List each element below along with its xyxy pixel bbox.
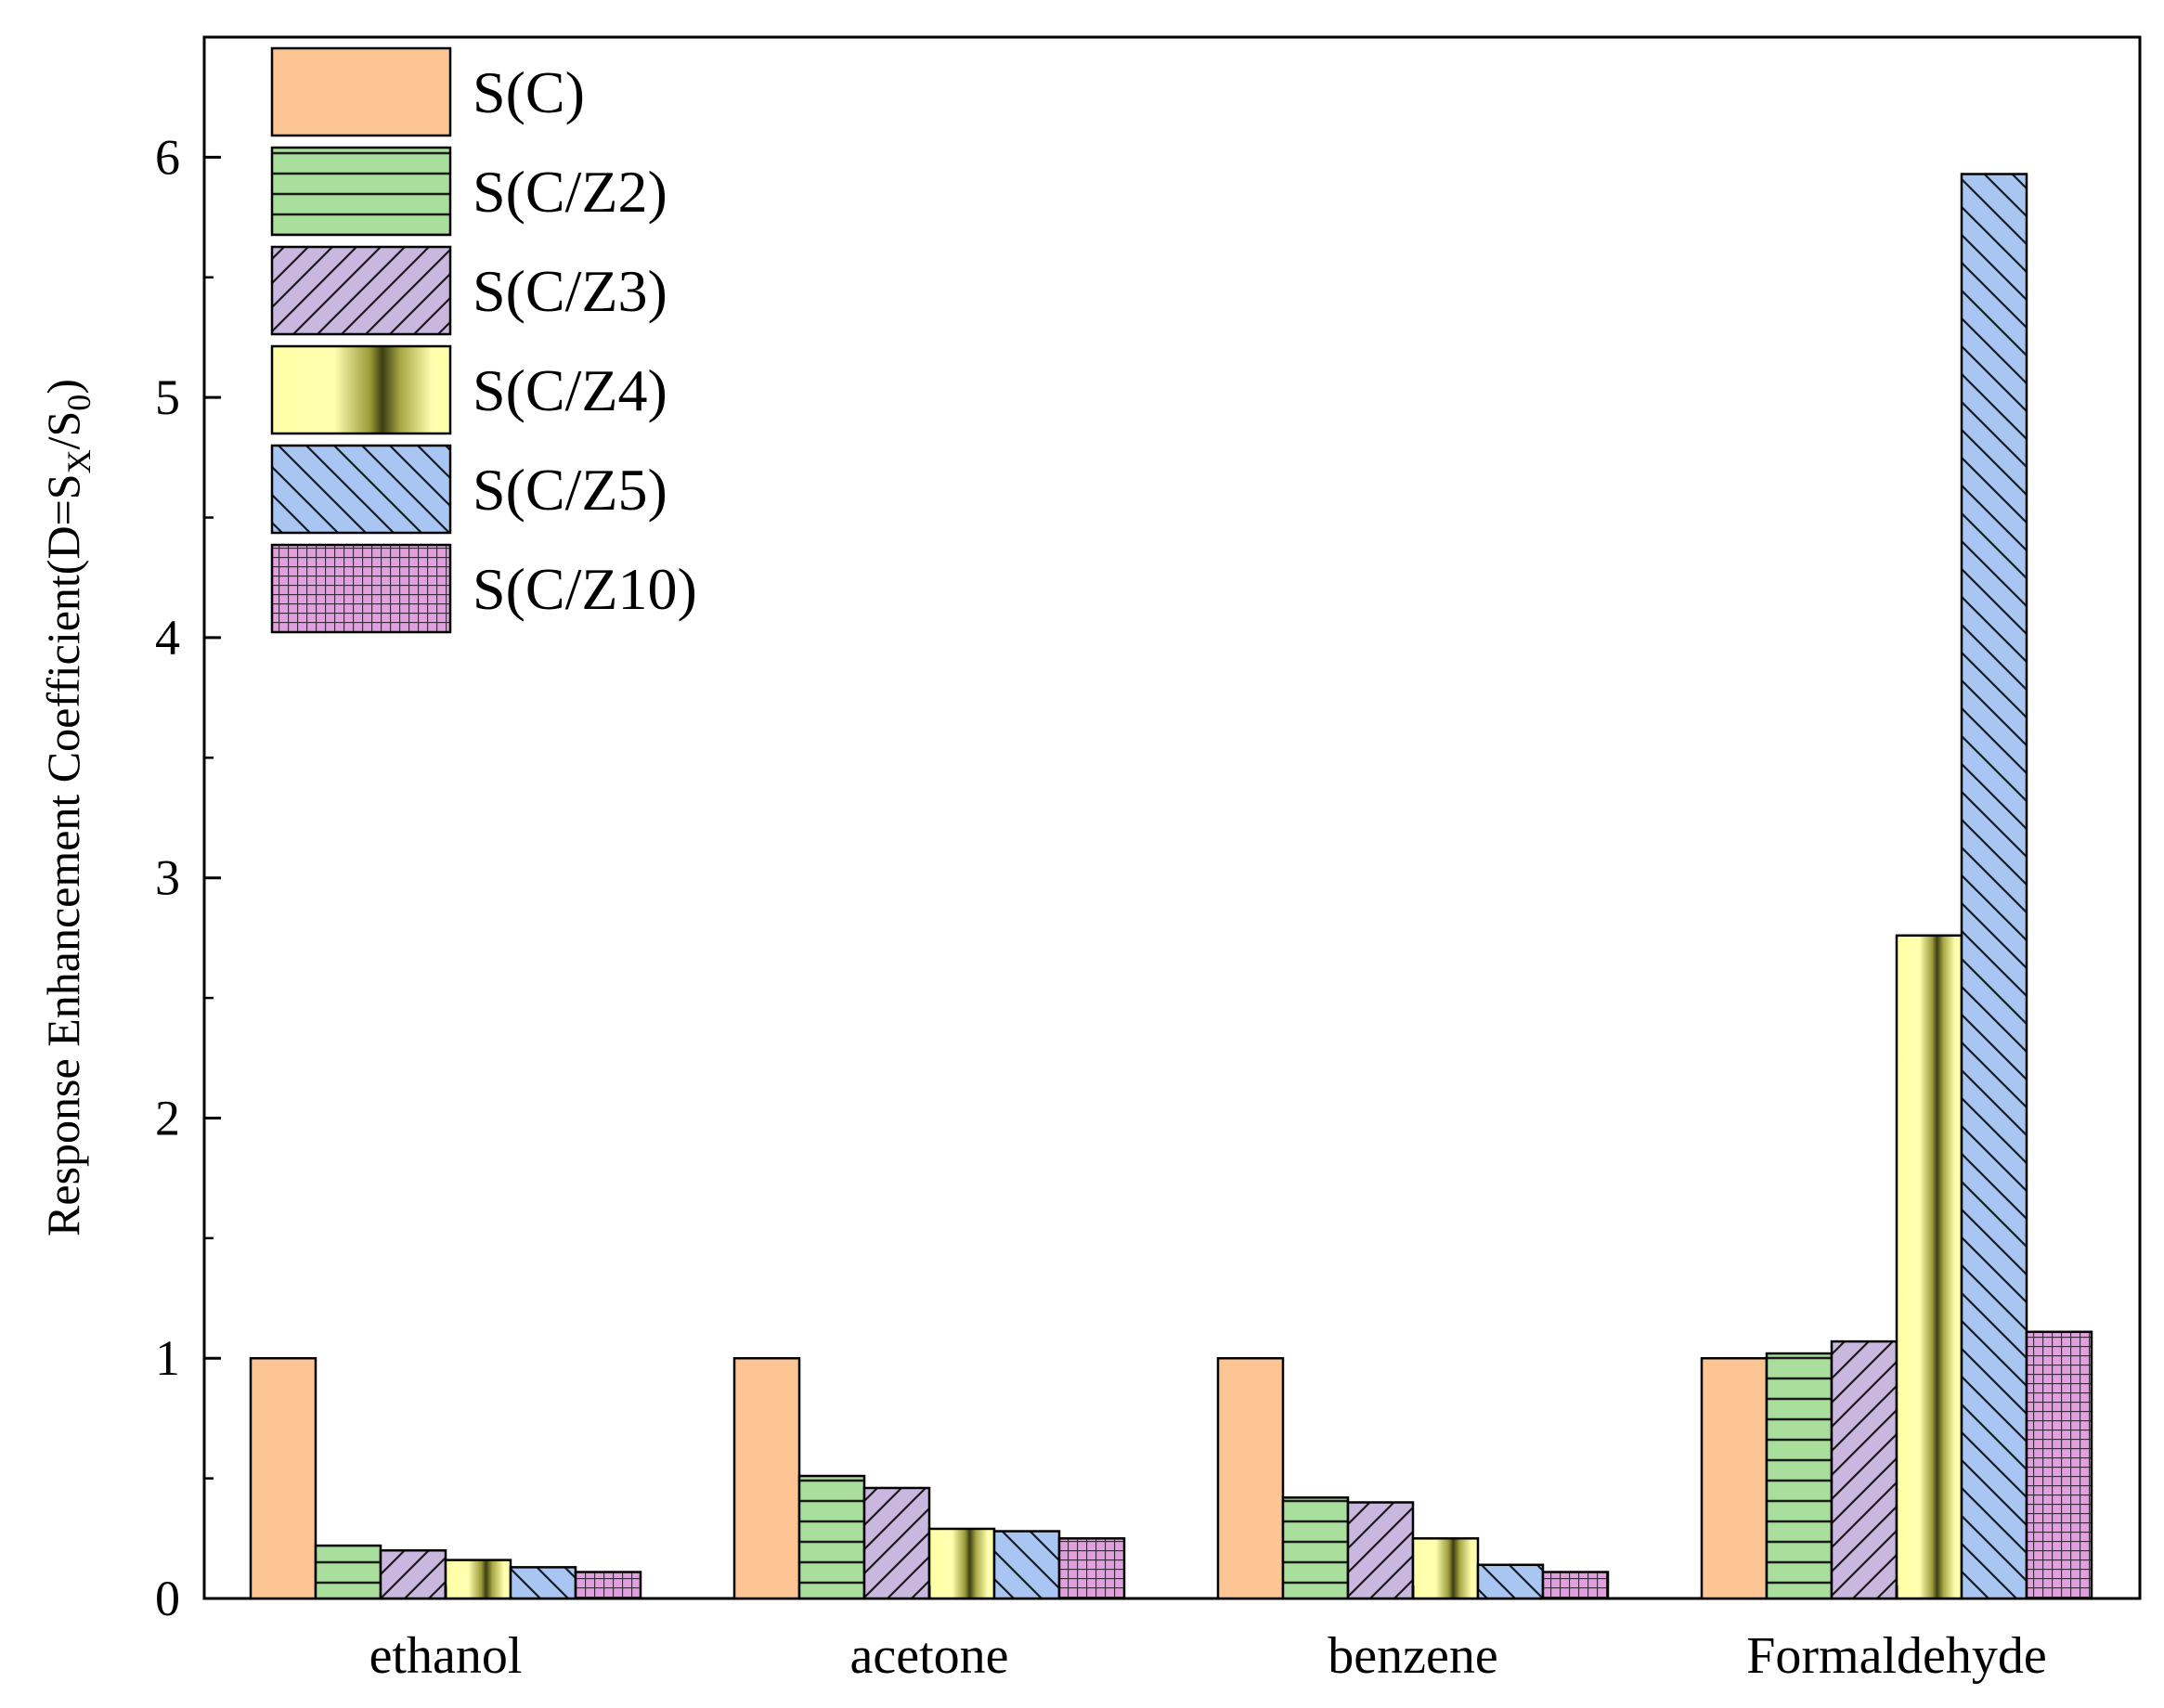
bar-acetone-sc [732, 1356, 801, 1600]
y-axis-title-main: Response Enhancement Coefficient(D=S [37, 473, 89, 1236]
plot-frame [202, 35, 2142, 1600]
bar-formaldehyde-sc [1700, 1356, 1769, 1600]
y-axis-title-sub-0: 0 [60, 395, 97, 411]
bar-formaldehyde-scz10 [2025, 1330, 2093, 1600]
x-tick-label-benzene: benzene [1328, 1627, 1497, 1685]
x-axis: ethanol acetone benzene Formaldehyde [369, 1585, 2047, 1685]
legend-label-sc: S(C) [473, 59, 585, 125]
bar-acetone-scz3 [862, 1486, 931, 1600]
legend-swatch-scz3 [270, 245, 452, 336]
bar-formaldehyde-scz4 [1895, 934, 1963, 1600]
bar-acetone-scz10 [1057, 1537, 1126, 1600]
bar-ethanol-scz4 [444, 1559, 512, 1600]
legend-swatch-scz5 [270, 444, 452, 535]
legend-label-scz4: S(C/Z4) [473, 357, 667, 423]
legend-label-scz3: S(C/Z3) [473, 258, 667, 324]
legend-swatch-sc [270, 46, 452, 137]
bar-formaldehyde-scz2 [1765, 1352, 1834, 1600]
legend-swatch-scz4 [270, 344, 452, 435]
legend-label-scz10: S(C/Z10) [473, 556, 697, 622]
legend: S(C) S(C/Z2) S(C/Z3) S(C/Z4) S(C/Z5) S(C/Z10) [270, 46, 697, 634]
bar-ethanol-scz2 [314, 1544, 382, 1600]
bar-acetone-scz5 [992, 1530, 1061, 1600]
bar-acetone-scz2 [797, 1474, 866, 1600]
y-axis: 0 1 2 3 4 5 6 [155, 129, 221, 1626]
bars [249, 173, 2093, 1600]
legend-label-scz5: S(C/Z5) [473, 457, 667, 523]
bar-formaldehyde-scz5 [1960, 173, 2028, 1600]
y-axis-title: Response Enhancement Coefficient(D=SX/S0… [37, 379, 97, 1236]
bar-benzene-scz10 [1541, 1571, 1610, 1600]
legend-swatch-scz2 [270, 146, 452, 237]
y-tick-label-5: 5 [155, 369, 180, 425]
bar-ethanol-scz5 [509, 1566, 577, 1600]
x-tick-label-formaldehyde: Formaldehyde [1746, 1627, 2046, 1685]
bar-ethanol-scz10 [574, 1571, 642, 1600]
y-tick-label-3: 3 [155, 850, 180, 906]
bar-ethanol-scz3 [379, 1548, 447, 1600]
y-tick-label-0: 0 [155, 1571, 180, 1626]
y-tick-label-1: 1 [155, 1330, 180, 1386]
y-axis-title-mid: /S [37, 411, 89, 450]
bar-ethanol-sc [249, 1356, 317, 1600]
legend-label-scz2: S(C/Z2) [473, 159, 667, 225]
bar-benzene-scz3 [1346, 1501, 1415, 1600]
y-axis-title-sub-x: X [60, 449, 97, 473]
y-tick-label-4: 4 [155, 610, 180, 666]
bar-benzene-scz2 [1281, 1496, 1350, 1600]
bar-benzene-sc [1216, 1356, 1285, 1600]
bar-acetone-scz4 [927, 1527, 996, 1600]
y-tick-label-2: 2 [155, 1090, 180, 1145]
bar-formaldehyde-scz3 [1830, 1339, 1898, 1600]
bar-benzene-scz4 [1411, 1537, 1480, 1600]
legend-swatch-scz10 [270, 543, 452, 634]
x-tick-label-ethanol: ethanol [369, 1627, 523, 1685]
y-tick-label-6: 6 [155, 129, 180, 185]
y-axis-title-end: ) [37, 379, 89, 395]
x-tick-label-acetone: acetone [850, 1627, 1009, 1685]
bar-benzene-scz5 [1476, 1563, 1545, 1600]
